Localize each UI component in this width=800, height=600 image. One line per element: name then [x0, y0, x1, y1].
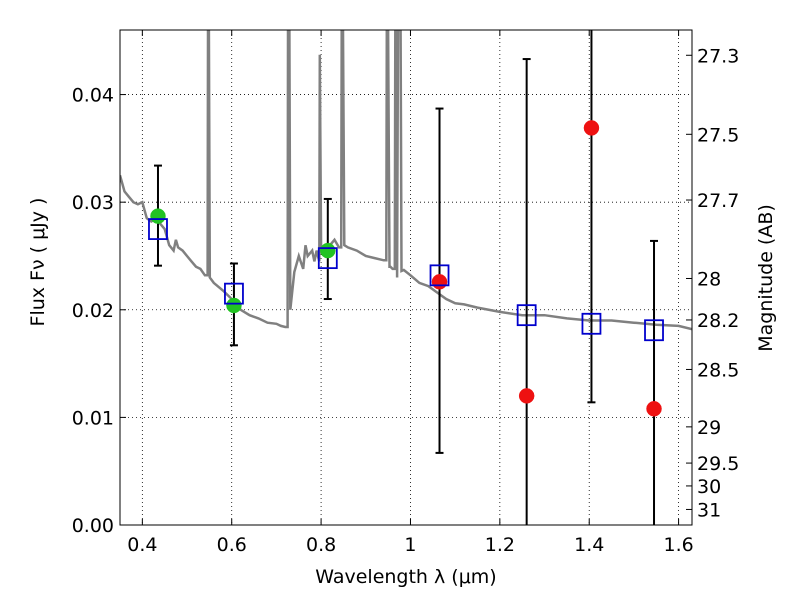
x-tick-label: 1.4	[574, 534, 604, 556]
x-tick-label: 0.8	[306, 534, 336, 556]
data-point-square	[581, 312, 602, 335]
y2-tick-label: 28.5	[697, 359, 739, 381]
y-axis-label: Flux Fν ( μJy )	[27, 198, 49, 327]
data-point-circle	[646, 401, 662, 417]
y2-tick-label: 28.2	[697, 310, 739, 332]
x-tick-label: 1.6	[663, 534, 693, 556]
y2-tick-label: 31	[697, 499, 721, 521]
data-point-circle	[518, 388, 535, 404]
y2-tick-label: 29	[697, 417, 721, 439]
y2-tick-label: 27.7	[697, 190, 739, 212]
plot-area-background	[120, 30, 692, 525]
y-tick-label: 0.04	[72, 85, 114, 107]
model-spectrum-line	[120, 30, 692, 331]
y2-axis-label: Magnitude (AB)	[755, 204, 777, 352]
data-point-square	[516, 304, 537, 327]
x-axis-label: Wavelength λ (μm)	[315, 566, 496, 588]
data-point-square	[148, 218, 168, 240]
x-tick-label: 0.6	[217, 534, 247, 556]
x-tick-label: 1.2	[485, 534, 515, 556]
data-point-square	[429, 264, 450, 287]
y-tick-label: 0.02	[72, 300, 114, 322]
y2-tick-label: 27.3	[697, 45, 739, 67]
data-point-circle	[431, 274, 448, 290]
data-point-circle	[583, 120, 600, 136]
data-point-square	[224, 282, 244, 305]
data-markers	[148, 120, 664, 417]
x-tick-label: 1	[404, 534, 416, 556]
y2-tick-label: 28	[697, 268, 721, 290]
y2-tick-label: 29.5	[697, 453, 739, 475]
y2-tick-label: 27.5	[697, 124, 739, 146]
data-point-circle	[150, 208, 166, 224]
y-tick-label: 0.00	[72, 515, 114, 537]
model-spectrum	[120, 30, 692, 331]
x-tick-label: 0.4	[127, 534, 157, 556]
axis-ticks: 0.4 0.6 0.8 1 1.2 1.4 1.6 0.00 0.01 0.02 0.03 0.04 2…	[72, 30, 739, 556]
plot-frame	[119, 29, 693, 526]
y-tick-label: 0.01	[72, 407, 114, 429]
data-point-square	[317, 247, 338, 270]
data-point-circle	[320, 242, 336, 259]
y-tick-label: 0.03	[72, 192, 114, 214]
data-point-circle	[226, 297, 242, 314]
data-point-square	[644, 319, 664, 342]
y2-tick-label: 30	[697, 476, 721, 498]
